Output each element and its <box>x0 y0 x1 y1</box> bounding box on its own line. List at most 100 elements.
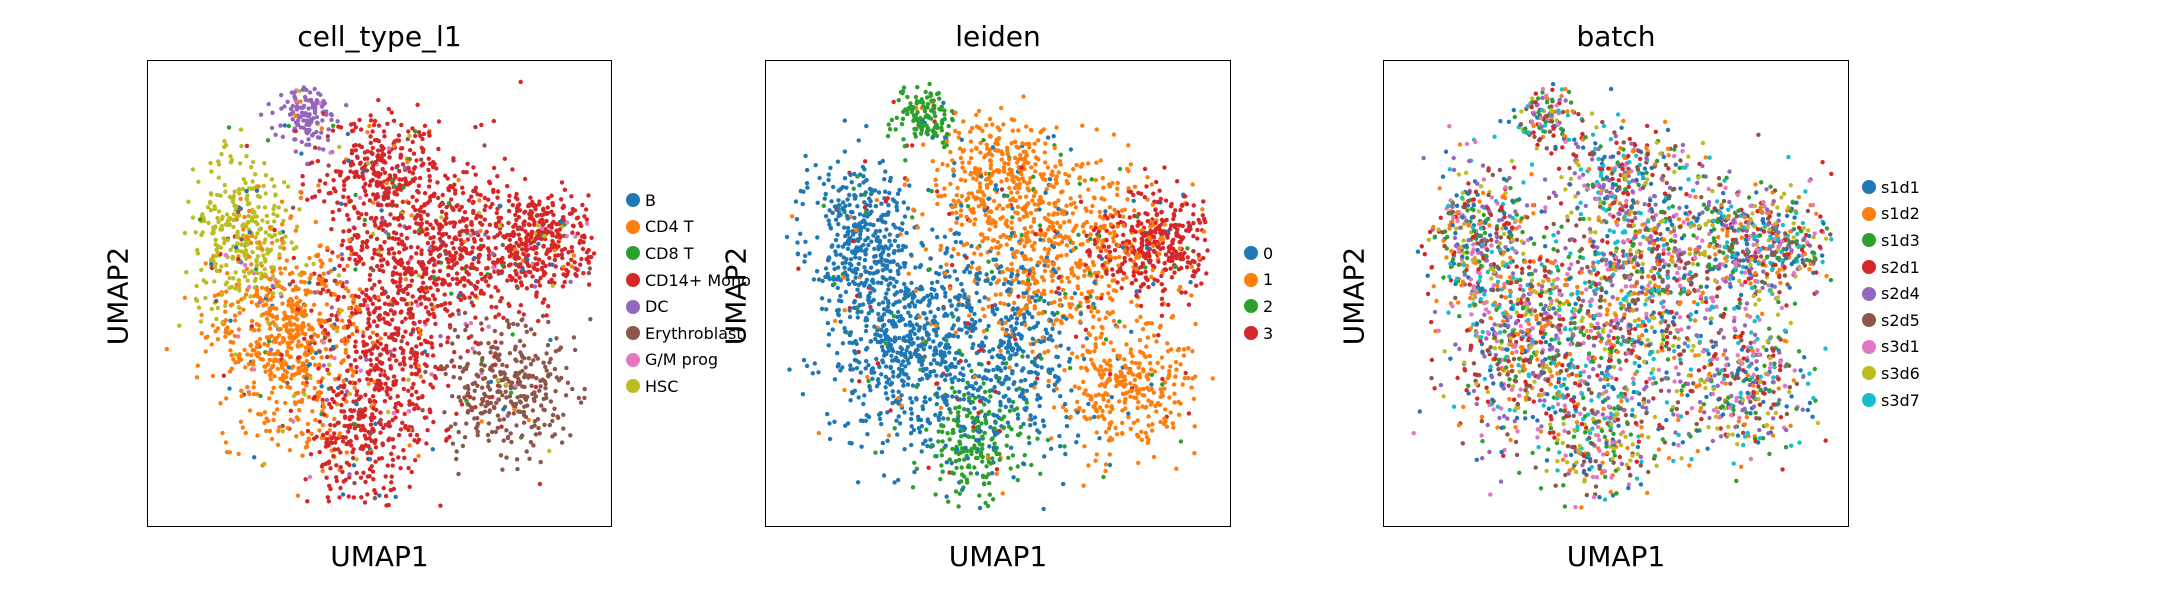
scatter-point <box>267 326 273 331</box>
scatter-point <box>312 436 317 441</box>
scatter-point <box>974 471 980 476</box>
scatter-point <box>424 339 429 345</box>
scatter-point <box>553 349 559 354</box>
scatter-point <box>354 470 359 476</box>
scatter-point <box>359 144 365 150</box>
scatter-point <box>341 267 347 272</box>
scatter-point <box>364 244 370 250</box>
scatter-point <box>550 262 555 267</box>
scatter-point <box>993 292 998 297</box>
legend-marker <box>626 326 640 341</box>
scatter-point <box>422 362 428 367</box>
scatter-point <box>543 392 549 397</box>
scatter-point <box>464 250 470 256</box>
scatter-point <box>835 232 840 237</box>
scatter-point <box>308 97 314 103</box>
scatter-point <box>321 147 326 152</box>
scatter-point <box>519 359 524 364</box>
scatter-point <box>333 440 338 445</box>
scatter-point <box>550 418 555 424</box>
scatter-point <box>1122 255 1127 261</box>
scatter-point <box>335 420 341 426</box>
scatter-point <box>991 198 997 204</box>
scatter-point <box>580 202 585 208</box>
scatter-point <box>346 195 351 200</box>
scatter-point <box>513 268 518 274</box>
scatter-point <box>228 318 233 323</box>
scatter-point <box>472 265 477 271</box>
scatter-point <box>514 191 519 197</box>
scatter-point <box>323 461 328 467</box>
scatter-point <box>1073 334 1079 339</box>
scatter-point <box>576 395 582 401</box>
scatter-point <box>1104 404 1109 409</box>
scatter-point <box>357 287 363 292</box>
scatter-point <box>826 332 832 337</box>
scatter-point <box>236 187 242 192</box>
scatter-point <box>475 433 480 438</box>
scatter-point <box>478 237 484 242</box>
scatter-point <box>583 207 589 212</box>
scatter-point <box>391 298 397 303</box>
scatter-point <box>265 247 270 252</box>
scatter-point <box>251 293 257 299</box>
scatter-point <box>320 468 325 474</box>
scatter-point <box>354 392 359 397</box>
scatter-point <box>955 410 961 415</box>
scatter-point <box>347 256 352 261</box>
scatter-point <box>284 258 289 263</box>
scatter-point <box>370 412 375 417</box>
scatter-point <box>816 277 822 282</box>
scatter-point <box>553 389 558 394</box>
scatter-point <box>372 219 377 224</box>
scatter-point <box>335 447 341 452</box>
scatter-point <box>326 127 331 132</box>
scatter-point <box>463 366 469 372</box>
scatter-point <box>1148 361 1153 366</box>
scatter-point <box>251 380 257 385</box>
scatter-point <box>194 283 199 289</box>
scatter-point <box>346 217 351 222</box>
scatter-point <box>444 438 449 443</box>
x-axis-label: UMAP1 <box>330 540 429 573</box>
scatter-point <box>1137 361 1142 366</box>
scatter-point <box>228 247 233 252</box>
scatter-point <box>486 235 491 240</box>
scatter-point <box>409 469 414 475</box>
scatter-point <box>1115 180 1120 186</box>
scatter-point <box>566 250 571 255</box>
scatter-point <box>282 310 287 315</box>
scatter-point <box>865 374 870 380</box>
scatter-point <box>254 340 259 345</box>
scatter-point <box>1027 440 1032 446</box>
scatter-point <box>488 400 494 406</box>
scatter-point <box>487 409 492 415</box>
scatter-point <box>356 234 361 239</box>
scatter-point <box>475 213 480 218</box>
scatter-point <box>262 240 267 245</box>
scatter-point <box>383 229 388 235</box>
scatter-point <box>493 374 498 379</box>
scatter-point <box>295 307 301 312</box>
scatter-point <box>366 381 371 387</box>
scatter-point <box>396 138 402 143</box>
scatter-point <box>386 106 391 112</box>
scatter-point <box>430 345 435 350</box>
legend-marker <box>626 219 640 234</box>
scatter-point <box>255 392 260 397</box>
scatter-point <box>886 252 891 258</box>
scatter-point <box>531 443 536 448</box>
scatter-point <box>496 312 501 317</box>
scatter-point <box>589 254 594 260</box>
scatter-point <box>470 245 475 250</box>
scatter-point <box>440 224 445 229</box>
scatter-point <box>1088 394 1093 399</box>
scatter-point <box>1012 332 1017 338</box>
scatter-point <box>369 286 375 291</box>
scatter-point <box>536 257 542 262</box>
scatter-point <box>385 177 391 182</box>
scatter-point <box>322 328 328 333</box>
scatter-point <box>490 251 495 256</box>
scatter-point <box>1050 338 1055 343</box>
scatter-point <box>508 262 513 267</box>
